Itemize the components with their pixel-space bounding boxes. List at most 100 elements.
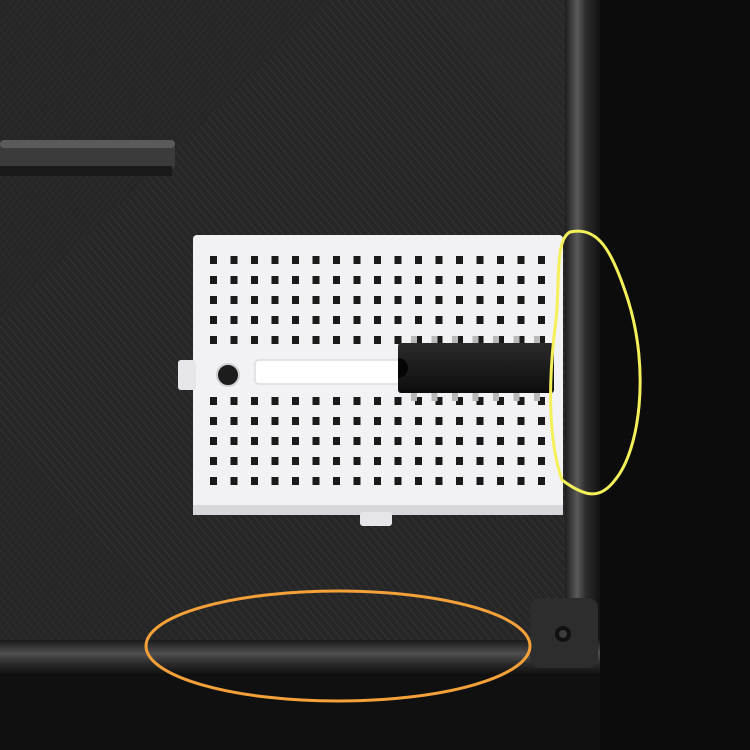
breadboard-hole bbox=[230, 276, 238, 284]
breadboard-hole bbox=[333, 437, 340, 445]
breadboard-hole bbox=[271, 256, 279, 264]
breadboard-hole bbox=[374, 256, 381, 264]
breadboard-hole bbox=[251, 437, 258, 445]
breadboard-hole bbox=[538, 437, 545, 445]
breadboard-hole bbox=[333, 296, 340, 304]
breadboard bbox=[178, 235, 563, 526]
breadboard-hole bbox=[374, 397, 381, 405]
breadboard-bottom-tab bbox=[360, 512, 392, 526]
breadboard-hole bbox=[251, 457, 258, 465]
breadboard-hole bbox=[312, 316, 320, 324]
breadboard-hole bbox=[292, 477, 299, 485]
breadboard-hole bbox=[497, 336, 504, 344]
breadboard-hole bbox=[415, 316, 422, 324]
breadboard-hole bbox=[538, 417, 545, 425]
breadboard-hole bbox=[374, 296, 381, 304]
breadboard-hole bbox=[415, 296, 422, 304]
breadboard-hole bbox=[312, 437, 320, 445]
breadboard-hole bbox=[456, 397, 463, 405]
breadboard-hole bbox=[353, 397, 361, 405]
breadboard-hole bbox=[353, 316, 361, 324]
breadboard-hole bbox=[538, 397, 545, 405]
breadboard-hole bbox=[517, 276, 525, 284]
breadboard-hole bbox=[271, 336, 279, 344]
breadboard-hole bbox=[476, 397, 484, 405]
breadboard-hole bbox=[251, 477, 258, 485]
breadboard-hole bbox=[476, 437, 484, 445]
breadboard-hole bbox=[210, 256, 217, 264]
breadboard-hole bbox=[210, 477, 217, 485]
breadboard-hole bbox=[333, 276, 340, 284]
breadboard-hole bbox=[415, 276, 422, 284]
breadboard-hole bbox=[435, 477, 443, 485]
breadboard-hole bbox=[456, 276, 463, 284]
breadboard-hole bbox=[538, 256, 545, 264]
breadboard-hole bbox=[230, 417, 238, 425]
breadboard-hole bbox=[251, 417, 258, 425]
breadboard-hole bbox=[230, 336, 238, 344]
breadboard-hole bbox=[517, 256, 525, 264]
breadboard-hole bbox=[497, 457, 504, 465]
breadboard-hole bbox=[456, 316, 463, 324]
breadboard-hole bbox=[353, 296, 361, 304]
breadboard-hole bbox=[456, 437, 463, 445]
dip-ic-chip bbox=[398, 336, 554, 401]
breadboard-hole bbox=[210, 336, 217, 344]
breadboard-hole bbox=[435, 397, 443, 405]
breadboard-hole bbox=[394, 477, 402, 485]
breadboard-hole bbox=[271, 397, 279, 405]
breadboard-hole bbox=[538, 276, 545, 284]
breadboard-hole bbox=[292, 316, 299, 324]
breadboard-hole bbox=[497, 296, 504, 304]
breadboard-hole bbox=[251, 397, 258, 405]
breadboard-hole bbox=[394, 417, 402, 425]
breadboard-hole bbox=[353, 276, 361, 284]
breadboard-hole bbox=[476, 457, 484, 465]
breadboard-hole bbox=[476, 477, 484, 485]
breadboard-hole bbox=[456, 417, 463, 425]
breadboard-hole bbox=[374, 437, 381, 445]
breadboard-hole bbox=[415, 477, 422, 485]
breadboard-hole bbox=[476, 336, 484, 344]
ic-pin bbox=[534, 336, 540, 346]
breadboard-hole bbox=[271, 276, 279, 284]
breadboard-hole bbox=[497, 256, 504, 264]
breadboard-hole bbox=[251, 336, 258, 344]
ic-pin bbox=[534, 391, 540, 401]
breadboard-hole bbox=[435, 316, 443, 324]
breadboard-hole bbox=[333, 316, 340, 324]
breadboard-hole bbox=[394, 457, 402, 465]
breadboard-hole bbox=[271, 417, 279, 425]
breadboard-hole bbox=[292, 397, 299, 405]
breadboard-hole bbox=[312, 296, 320, 304]
breadboard-hole bbox=[292, 457, 299, 465]
breadboard-hole bbox=[210, 417, 217, 425]
breadboard-hole bbox=[333, 336, 340, 344]
breadboard-hole bbox=[292, 437, 299, 445]
ic-pin bbox=[513, 336, 520, 346]
breadboard-hole bbox=[374, 316, 381, 324]
breadboard-hole bbox=[210, 316, 217, 324]
breadboard-hole bbox=[476, 417, 484, 425]
breadboard-hole bbox=[497, 477, 504, 485]
breadboard-hole bbox=[353, 477, 361, 485]
breadboard-hole bbox=[251, 316, 258, 324]
breadboard-hole bbox=[435, 296, 443, 304]
breadboard-hole bbox=[333, 457, 340, 465]
breadboard-hole bbox=[230, 397, 238, 405]
breadboard-hole bbox=[476, 296, 484, 304]
breadboard-hole bbox=[394, 437, 402, 445]
breadboard-hole bbox=[374, 276, 381, 284]
breadboard-hole bbox=[517, 397, 525, 405]
breadboard-hole bbox=[353, 336, 361, 344]
breadboard-holes-top bbox=[210, 256, 545, 344]
breadboard-hole bbox=[210, 276, 217, 284]
breadboard-hole bbox=[374, 417, 381, 425]
breadboard-hole bbox=[415, 417, 422, 425]
breadboard-hole bbox=[251, 256, 258, 264]
breadboard-hole bbox=[210, 397, 217, 405]
ic-pin bbox=[493, 336, 499, 346]
ic-pin bbox=[452, 391, 458, 401]
breadboard-hole bbox=[292, 417, 299, 425]
breadboard-hole bbox=[210, 437, 217, 445]
